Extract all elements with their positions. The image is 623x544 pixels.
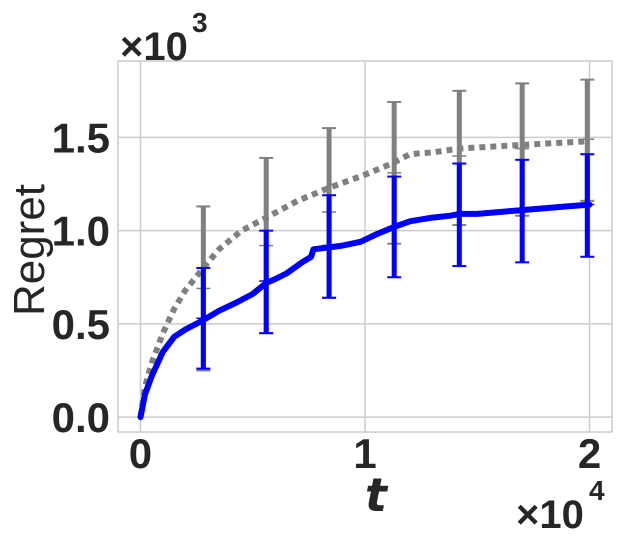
grid-lines bbox=[118, 61, 612, 432]
x-tick-label: 1 bbox=[353, 430, 376, 477]
y-tick-label: 1.0 bbox=[52, 208, 110, 255]
series-group bbox=[137, 78, 595, 418]
x-multiplier-exponent: 4 bbox=[589, 475, 605, 506]
series-group bbox=[137, 153, 595, 421]
tick-labels: 0 1 2 0.0 0.5 1.0 1.5 bbox=[52, 114, 602, 477]
x-tick-label: 2 bbox=[578, 430, 601, 477]
series-layer bbox=[137, 78, 595, 421]
y-tick-label: 0.5 bbox=[52, 301, 110, 348]
x-multiplier: ×10 4 bbox=[516, 475, 605, 537]
y-multiplier: ×10 3 bbox=[120, 7, 208, 69]
plot-frame bbox=[117, 60, 613, 433]
y-multiplier-base: ×10 bbox=[120, 25, 188, 69]
x-axis-label: t bbox=[365, 468, 389, 522]
x-multiplier-base: ×10 bbox=[516, 493, 584, 537]
y-tick-label: 0.0 bbox=[52, 394, 110, 441]
y-axis-label: Regret bbox=[5, 184, 54, 316]
y-multiplier-exponent: 3 bbox=[192, 7, 208, 38]
x-tick-label: 0 bbox=[129, 430, 152, 477]
series-line bbox=[137, 201, 593, 421]
y-tick-label: 1.5 bbox=[52, 114, 110, 161]
